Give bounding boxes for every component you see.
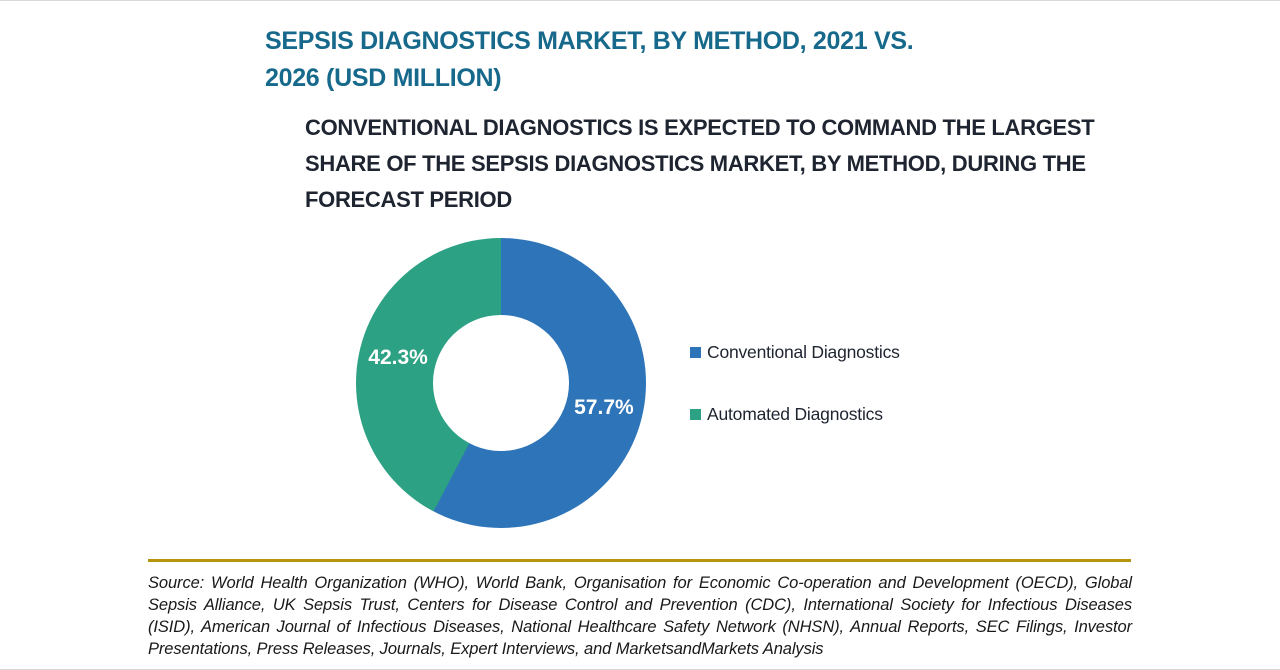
source-text: Source: World Health Organization (WHO),… [148, 574, 1132, 658]
legend-swatch-conventional [690, 347, 701, 358]
legend-label-conventional: Conventional Diagnostics [707, 342, 900, 362]
chart-subtitle: CONVENTIONAL DIAGNOSTICS IS EXPECTED TO … [305, 115, 1095, 212]
footer-rule [148, 559, 1131, 562]
legend-swatch-automated [690, 409, 701, 420]
chart-legend: Conventional Diagnostics Automated Diagn… [690, 342, 900, 425]
donut-chart: 57.7% 42.3% [356, 238, 646, 528]
chart-title: SEPSIS DIAGNOSTICS MARKET, BY METHOD, 20… [265, 27, 914, 92]
slice-label-automated: 42.3% [368, 345, 428, 369]
legend-item-conventional: Conventional Diagnostics [690, 342, 900, 363]
donut-hole [433, 315, 569, 451]
legend-label-automated: Automated Diagnostics [707, 404, 883, 424]
legend-item-automated: Automated Diagnostics [690, 404, 900, 425]
slice-label-conventional: 57.7% [574, 396, 634, 420]
